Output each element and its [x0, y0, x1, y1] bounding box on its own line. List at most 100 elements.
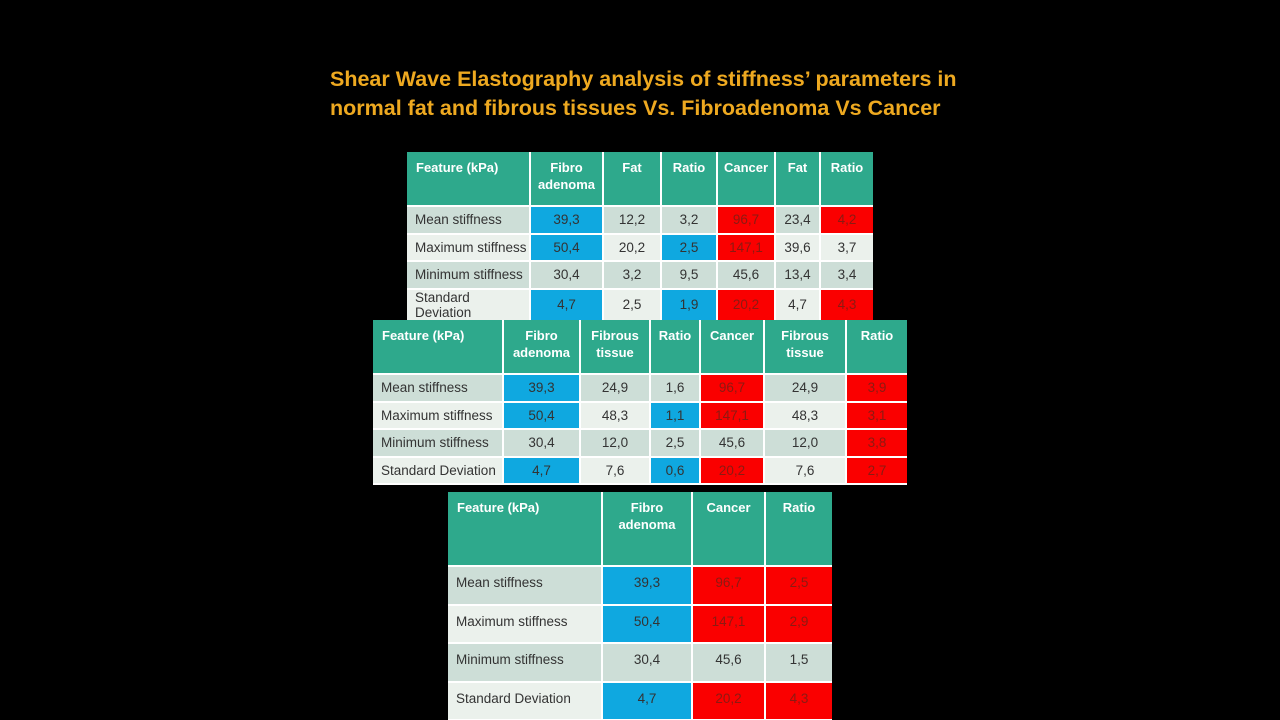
red-highlight-cell: 147,1: [718, 234, 776, 262]
stiffness-table-cancer: Feature (kPa) Fibro adenoma Cancer Ratio Mea…: [448, 492, 832, 720]
red-highlight-cell: 20,2: [693, 682, 766, 720]
column-header: Ratio: [766, 492, 832, 567]
value-cell: 2,5: [604, 289, 662, 322]
header-row: Feature (kPa) Fibro adenoma Fibrous tissue…: [373, 320, 907, 375]
value-cell: 45,6: [718, 262, 776, 290]
table-row: Standard Deviation 4,7 7,6 0,6 20,2 7,6 2,7: [373, 457, 907, 485]
row-label: Minimum stiffness: [448, 644, 603, 683]
row-label: Standard Deviation: [373, 457, 504, 485]
slide-title-line1: Shear Wave Elastography analysis of stif…: [330, 67, 957, 92]
column-header: Cancer: [701, 320, 765, 375]
red-highlight-cell: 147,1: [693, 605, 766, 644]
blue-highlight-cell: 39,3: [504, 375, 581, 403]
blue-highlight-cell: 2,5: [662, 234, 718, 262]
value-cell: 9,5: [662, 262, 718, 290]
red-highlight-cell: 96,7: [693, 567, 766, 606]
slide-title: Shear Wave Elastography analysis of stif…: [330, 65, 990, 123]
column-header: Fibro adenoma: [603, 492, 693, 567]
column-header: Cancer: [693, 492, 766, 567]
column-header: Feature (kPa): [407, 152, 531, 207]
value-cell: 48,3: [765, 402, 847, 430]
value-cell: 2,5: [651, 430, 701, 458]
red-highlight-cell: 3,1: [847, 402, 907, 430]
column-header: Ratio: [651, 320, 701, 375]
red-highlight-cell: 20,2: [718, 289, 776, 322]
value-cell: 39,6: [776, 234, 821, 262]
table-row: Mean stiffness 39,3 12,2 3,2 96,7 23,4 4,2: [407, 207, 873, 235]
column-header: Ratio: [662, 152, 718, 207]
blue-highlight-cell: 39,3: [603, 567, 693, 606]
table-row: Maximum stiffness 50,4 20,2 2,5 147,1 39,6 3,7: [407, 234, 873, 262]
value-cell: 30,4: [603, 644, 693, 683]
value-cell: 45,6: [693, 644, 766, 683]
column-header: Fat: [776, 152, 821, 207]
blue-highlight-cell: 4,7: [603, 682, 693, 720]
value-cell: 48,3: [581, 402, 651, 430]
blue-highlight-cell: 50,4: [504, 402, 581, 430]
red-highlight-cell: 4,3: [766, 682, 832, 720]
red-highlight-cell: 20,2: [701, 457, 765, 485]
red-highlight-cell: 2,7: [847, 457, 907, 485]
row-label: Mean stiffness: [448, 567, 603, 606]
blue-highlight-cell: 4,7: [531, 289, 604, 322]
row-label: Standard Deviation: [448, 682, 603, 720]
column-header: Fat: [604, 152, 662, 207]
row-label: Mean stiffness: [373, 375, 504, 403]
red-highlight-cell: 4,3: [821, 289, 873, 322]
row-label: Mean stiffness: [407, 207, 531, 235]
value-cell: 12,0: [581, 430, 651, 458]
blue-highlight-cell: 1,1: [651, 402, 701, 430]
table-row: Minimum stiffness 30,4 45,6 1,5: [448, 644, 832, 683]
value-cell: 30,4: [531, 262, 604, 290]
column-header: Ratio: [847, 320, 907, 375]
row-label: Minimum stiffness: [373, 430, 504, 458]
column-header: Cancer: [718, 152, 776, 207]
value-cell: 7,6: [581, 457, 651, 485]
blue-highlight-cell: 4,7: [504, 457, 581, 485]
blue-highlight-cell: 0,6: [651, 457, 701, 485]
slide-title-line2: normal fat and fibrous tissues Vs. Fibro…: [330, 96, 941, 121]
value-cell: 1,5: [766, 644, 832, 683]
table-row: Minimum stiffness 30,4 3,2 9,5 45,6 13,4 3,4: [407, 262, 873, 290]
value-cell: 24,9: [765, 375, 847, 403]
column-header: Fibrous tissue: [765, 320, 847, 375]
row-label: Minimum stiffness: [407, 262, 531, 290]
stiffness-table-fat: Feature (kPa) Fibro adenoma Fat Ratio Cancer…: [407, 152, 873, 322]
value-cell: 24,9: [581, 375, 651, 403]
red-highlight-cell: 96,7: [718, 207, 776, 235]
value-cell: 13,4: [776, 262, 821, 290]
red-highlight-cell: 147,1: [701, 402, 765, 430]
value-cell: 12,2: [604, 207, 662, 235]
row-label: Maximum stiffness: [407, 234, 531, 262]
value-cell: 30,4: [504, 430, 581, 458]
row-label: Maximum stiffness: [448, 605, 603, 644]
value-cell: 20,2: [604, 234, 662, 262]
value-cell: 3,7: [821, 235, 873, 262]
header-row: Feature (kPa) Fibro adenoma Fat Ratio Cancer…: [407, 152, 873, 207]
table-fibroadenoma-vs-fibrous-tissue: Feature (kPa) Fibro adenoma Fibrous tissue…: [373, 320, 907, 485]
row-label: Maximum stiffness: [373, 402, 504, 430]
value-cell: 7,6: [765, 457, 847, 485]
row-label: Standard Deviation: [407, 289, 531, 322]
table-row: Minimum stiffness 30,4 12,0 2,5 45,6 12,0 3,8: [373, 430, 907, 458]
value-cell: 3,2: [604, 262, 662, 290]
blue-highlight-cell: 39,3: [531, 207, 604, 235]
value-cell: 12,0: [765, 430, 847, 458]
table-row: Standard Deviation 4,7 2,5 1,9 20,2 4,7 4,3: [407, 289, 873, 322]
blue-highlight-cell: 50,4: [531, 234, 604, 262]
table-row: Maximum stiffness 50,4 147,1 2,9: [448, 605, 832, 644]
table-row: Standard Deviation 4,7 20,2 4,3: [448, 682, 832, 720]
red-highlight-cell: 3,8: [847, 430, 907, 458]
value-cell: 45,6: [701, 430, 765, 458]
red-highlight-cell: 2,5: [766, 567, 832, 606]
column-header: Feature (kPa): [373, 320, 504, 375]
blue-highlight-cell: 50,4: [603, 605, 693, 644]
red-highlight-cell: 2,9: [766, 605, 832, 644]
column-header: Fibro adenoma: [531, 152, 604, 207]
value-cell: 3,2: [662, 207, 718, 235]
value-cell: 23,4: [776, 207, 821, 235]
header-row: Feature (kPa) Fibro adenoma Cancer Ratio: [448, 492, 832, 567]
column-header: Fibrous tissue: [581, 320, 651, 375]
blue-highlight-cell: 1,9: [662, 289, 718, 322]
